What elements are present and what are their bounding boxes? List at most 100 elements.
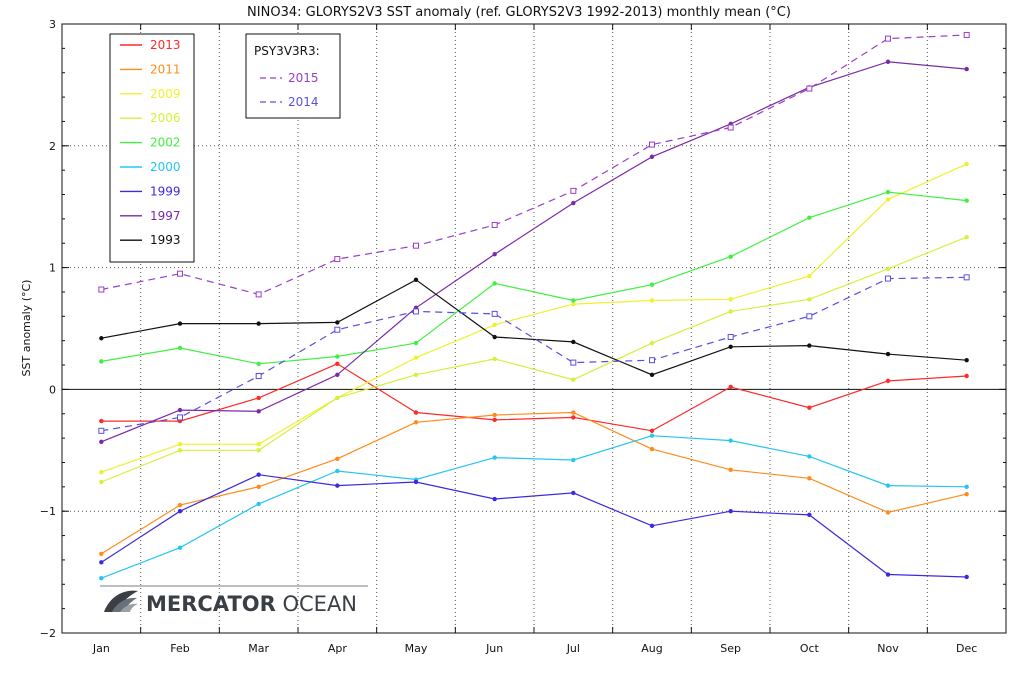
series-line-2006 bbox=[101, 236, 967, 483]
series-line-2000 bbox=[101, 435, 967, 579]
data-point bbox=[807, 297, 812, 302]
series-1993 bbox=[99, 277, 969, 377]
grid-lines bbox=[62, 24, 1006, 633]
legend-label-2011: 2011 bbox=[150, 62, 181, 76]
data-point bbox=[256, 501, 261, 507]
series-line-1993 bbox=[101, 279, 967, 376]
data-point bbox=[492, 334, 497, 340]
y-tick-label: 2 bbox=[49, 140, 56, 153]
data-point bbox=[649, 357, 655, 364]
data-point bbox=[885, 266, 891, 272]
data-point bbox=[885, 510, 891, 515]
series-2013 bbox=[99, 361, 969, 434]
data-point bbox=[649, 298, 655, 303]
data-point bbox=[177, 502, 183, 508]
data-point bbox=[649, 446, 655, 452]
data-point bbox=[807, 476, 812, 481]
series-line-2013 bbox=[101, 363, 967, 432]
data-point bbox=[807, 405, 812, 410]
data-point bbox=[99, 575, 104, 581]
data-point bbox=[99, 551, 104, 557]
data-point bbox=[256, 395, 261, 401]
y-axis-label: SST anomaly (°C) bbox=[20, 280, 33, 377]
x-tick-label: May bbox=[405, 642, 428, 655]
series-line-2015 bbox=[101, 34, 967, 296]
data-point bbox=[571, 339, 576, 345]
legend-label-2013: 2013 bbox=[150, 38, 181, 52]
data-point bbox=[728, 309, 733, 314]
data-point bbox=[807, 215, 812, 220]
data-point bbox=[727, 124, 734, 131]
data-point bbox=[335, 395, 340, 401]
x-tick-label: Dec bbox=[956, 642, 977, 655]
series-line-2011 bbox=[100, 411, 967, 555]
data-point bbox=[885, 35, 891, 42]
y-tick-label: 0 bbox=[49, 383, 56, 396]
x-tick-label: Feb bbox=[170, 642, 189, 655]
legend-psy3v3r3-box bbox=[245, 33, 341, 119]
data-point bbox=[963, 31, 970, 38]
series-2015 bbox=[98, 31, 970, 298]
data-point bbox=[964, 234, 969, 240]
data-point bbox=[335, 354, 340, 359]
data-point bbox=[964, 161, 969, 167]
data-point bbox=[335, 468, 340, 474]
data-point bbox=[177, 321, 183, 326]
data-point bbox=[335, 456, 340, 462]
x-tick-label: Jan bbox=[92, 642, 110, 655]
data-point bbox=[807, 454, 812, 459]
data-point bbox=[99, 470, 104, 475]
data-point bbox=[256, 321, 261, 326]
x-tick-label: Jun bbox=[485, 642, 503, 655]
data-point bbox=[885, 197, 891, 202]
data-point bbox=[177, 448, 183, 453]
data-point bbox=[728, 344, 733, 349]
data-point bbox=[964, 373, 969, 379]
data-point bbox=[492, 322, 497, 328]
data-point bbox=[256, 409, 261, 414]
data-point bbox=[571, 457, 576, 463]
data-point bbox=[99, 336, 104, 341]
axes: −2 −1 0 1 2 3 Jan Feb Mar Apr May Jun Jul Aug Sep Oct No… bbox=[40, 18, 1007, 655]
data-point bbox=[256, 484, 261, 490]
x-tick-label: Nov bbox=[877, 642, 899, 655]
data-point bbox=[99, 560, 104, 565]
data-point bbox=[964, 198, 969, 203]
data-point bbox=[964, 484, 969, 490]
data-point bbox=[885, 189, 891, 195]
data-point bbox=[649, 523, 655, 529]
series-2006 bbox=[99, 234, 969, 485]
data-point bbox=[335, 361, 340, 367]
data-point bbox=[885, 351, 891, 357]
data-point bbox=[649, 141, 655, 148]
data-point bbox=[492, 356, 497, 362]
data-point bbox=[727, 334, 734, 341]
legend-observed: 2013 2011 2009 2006 2002 2000 1999 1997 1993 bbox=[109, 33, 195, 263]
data-point bbox=[728, 438, 733, 443]
data-point bbox=[256, 448, 261, 453]
data-point bbox=[806, 313, 813, 320]
data-point bbox=[728, 254, 733, 259]
data-point bbox=[177, 509, 183, 514]
legend-label-1997: 1997 bbox=[150, 209, 181, 223]
data-point bbox=[335, 372, 340, 377]
data-point bbox=[571, 200, 576, 206]
data-point bbox=[963, 274, 970, 281]
data-point bbox=[177, 345, 183, 351]
data-point bbox=[885, 378, 891, 384]
legend-label-1999: 1999 bbox=[150, 184, 181, 198]
legend-label-2006: 2006 bbox=[150, 111, 181, 125]
data-point bbox=[964, 491, 969, 497]
x-tick-label: Apr bbox=[328, 642, 348, 655]
data-point bbox=[807, 512, 812, 518]
data-point bbox=[177, 442, 183, 447]
data-point bbox=[334, 326, 341, 333]
mercator-ocean-logo: MERCATOR OCEAN bbox=[100, 585, 368, 616]
data-point bbox=[256, 472, 261, 477]
data-point bbox=[413, 372, 419, 377]
data-point bbox=[492, 252, 497, 257]
data-point bbox=[649, 372, 655, 377]
series-2014 bbox=[98, 274, 970, 434]
data-point bbox=[649, 154, 655, 159]
y-tick-label: −2 bbox=[40, 627, 56, 640]
